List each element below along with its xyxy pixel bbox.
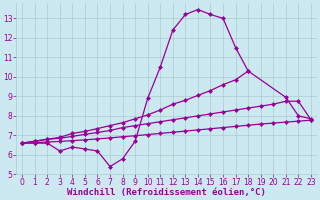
X-axis label: Windchill (Refroidissement éolien,°C): Windchill (Refroidissement éolien,°C)	[67, 188, 266, 197]
